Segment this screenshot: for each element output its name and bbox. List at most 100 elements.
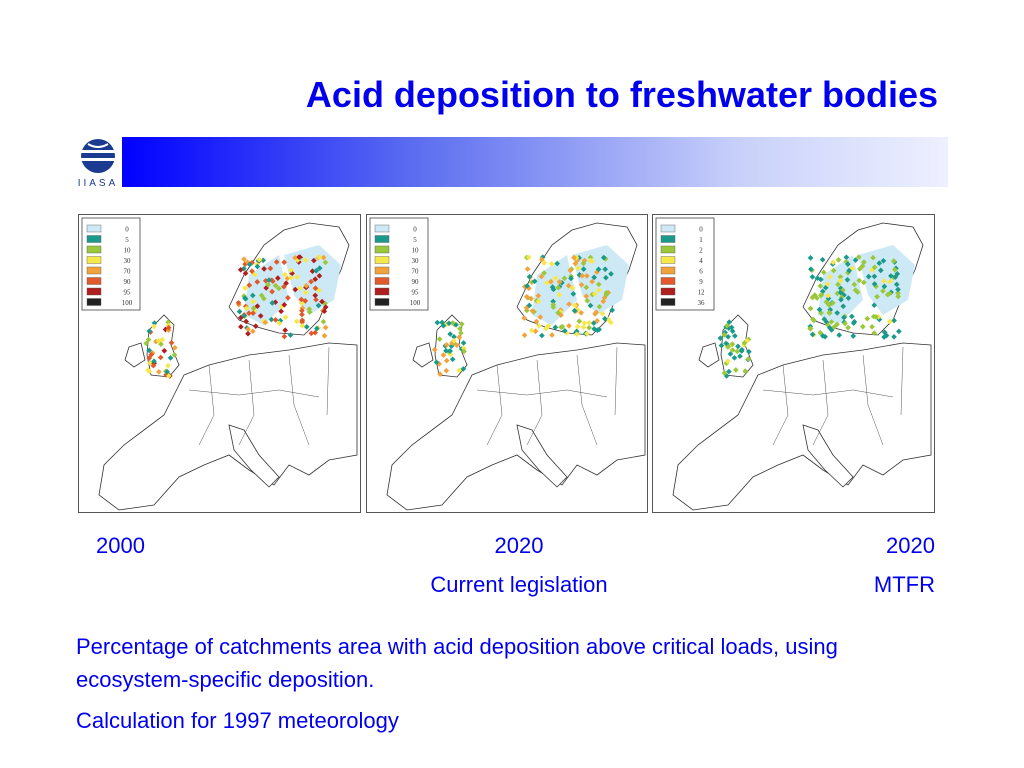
logo-text: IIASA	[77, 178, 119, 189]
exceedance-cell	[896, 328, 902, 335]
exceedance-cell	[321, 332, 328, 339]
exceedance-cell	[245, 330, 251, 337]
exceedance-cell	[524, 266, 531, 272]
exceedance-cell	[285, 294, 291, 301]
exceedance-cell	[836, 332, 843, 338]
exceedance-cell	[537, 314, 544, 320]
exceedance-cell	[165, 324, 172, 331]
country-outline	[412, 342, 434, 368]
legend-swatch	[374, 224, 390, 233]
low-exceedance-region	[858, 245, 915, 315]
country-border	[772, 364, 789, 446]
exceedance-cell	[807, 255, 814, 261]
exceedance-cell	[825, 292, 831, 299]
exceedance-cell	[316, 254, 323, 261]
exceedance-cell	[578, 281, 585, 288]
exceedance-cell	[238, 324, 244, 330]
caption-scenario-mtfr: MTFR	[873, 572, 935, 597]
legend-swatch	[86, 287, 102, 296]
legend-swatch	[86, 245, 102, 254]
exceedance-cell	[587, 302, 594, 309]
exceedance-cell	[539, 332, 545, 339]
legend-swatch	[86, 298, 102, 306]
legend-label: 4	[699, 257, 703, 265]
legend-swatch	[374, 235, 390, 243]
legend-swatch	[660, 224, 676, 233]
header-gradient-band	[122, 137, 948, 187]
legend-swatch	[374, 287, 390, 296]
legend-label: 10	[124, 247, 132, 255]
country-outline	[672, 342, 932, 511]
map-2020-mtfr: 0 1 2 4 6 9 12 36	[652, 214, 935, 513]
map-legend: 0 5 10 30 70 90 95 100	[369, 217, 429, 311]
exceedance-cell	[250, 298, 256, 305]
legend-label: 1	[699, 236, 703, 244]
exceedance-cell	[322, 324, 329, 331]
exceedance-cell	[603, 291, 610, 298]
legend-swatch	[660, 245, 676, 254]
legend-label: 9	[699, 278, 703, 286]
exceedance-cell	[561, 275, 568, 282]
caption-scenario-cle: Current legislation	[430, 572, 608, 597]
country-border	[900, 346, 904, 416]
europe-map-svg: 0 5 10 30 70 90 95 100	[369, 217, 646, 511]
legend-swatch	[374, 277, 390, 285]
exceedance-cell	[521, 332, 528, 339]
legend-swatch	[86, 256, 102, 264]
legend-label: 100	[122, 299, 133, 307]
map-2000: 0 5 10 30 70 90 95 100	[78, 214, 361, 513]
exceedance-cell	[269, 300, 276, 306]
exceedance-cell	[550, 286, 557, 293]
exceedance-cell	[302, 289, 309, 296]
country-border	[288, 354, 310, 446]
legend-swatch	[660, 298, 676, 306]
exceedance-cell	[316, 265, 323, 271]
exceedance-cell	[860, 279, 867, 286]
exceedance-cell	[249, 328, 256, 335]
legend-label: 5	[125, 236, 129, 244]
exceedance-cell	[891, 334, 897, 340]
legend-label: 95	[412, 289, 420, 297]
exceedance-cell	[726, 368, 732, 375]
exceedance-cell	[312, 276, 319, 283]
exceedance-cell	[320, 254, 327, 261]
exceedance-cell	[313, 325, 320, 332]
country-border	[188, 389, 320, 398]
country-border	[526, 359, 543, 446]
country-border	[576, 354, 598, 446]
slide-title: Acid deposition to freshwater bodies	[305, 74, 938, 115]
map-2020-current-legislation: 0 5 10 30 70 90 95 100	[366, 214, 648, 513]
exceedance-cell	[458, 321, 465, 327]
exceedance-cell	[322, 304, 329, 311]
exceedance-cell	[245, 326, 251, 332]
exceedance-cell	[443, 348, 449, 354]
country-border	[238, 359, 255, 446]
exceedance-cell	[262, 319, 269, 326]
legend-swatch	[660, 256, 676, 264]
exceedance-cell	[306, 306, 313, 312]
exceedance-cell	[249, 268, 255, 275]
caption-year-2020-mtfr: 2020	[886, 533, 935, 558]
exceedance-cell	[822, 333, 828, 340]
globe-icon	[80, 139, 116, 173]
exceedance-cell	[552, 275, 559, 282]
exceedance-cell	[250, 305, 257, 312]
exceedance-cell	[434, 319, 441, 326]
legend-label: 36	[698, 299, 706, 307]
legend-swatch	[374, 245, 390, 254]
country-border	[326, 346, 330, 416]
description-text: Percentage of catchments area with acid …	[76, 634, 838, 692]
legend-label: 0	[699, 226, 703, 234]
exceedance-cell	[258, 292, 265, 299]
country-outline	[98, 342, 358, 511]
map-legend: 0 5 10 30 70 90 95 100	[81, 217, 141, 311]
exceedance-cell	[281, 333, 288, 340]
legend-swatch	[374, 256, 390, 264]
legend-label: 30	[124, 257, 132, 265]
exceedance-cell	[433, 359, 440, 366]
exceedance-cell	[850, 333, 857, 339]
exceedance-cell	[320, 318, 327, 325]
country-outline	[698, 342, 720, 368]
